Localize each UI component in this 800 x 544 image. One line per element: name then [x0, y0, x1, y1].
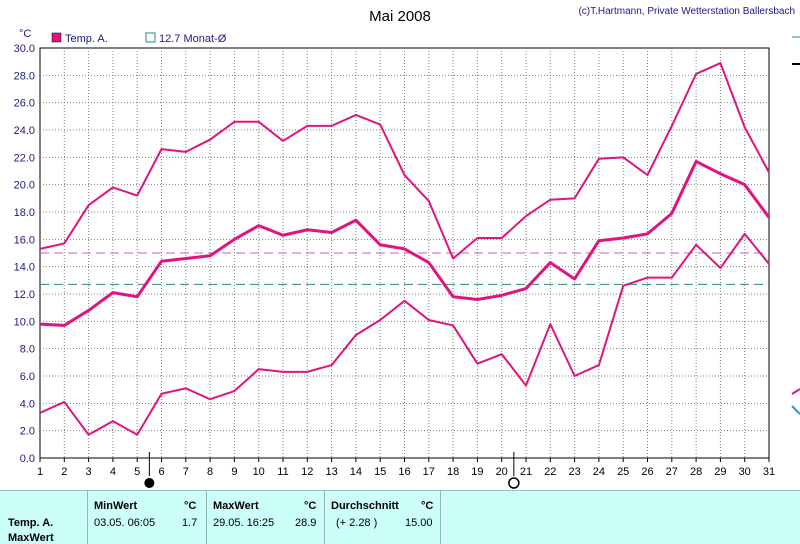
y-tick-label: 0.0: [20, 453, 35, 465]
separator: [324, 491, 325, 544]
x-tick-label: 19: [471, 466, 483, 478]
y-tick-label: 22.0: [14, 152, 35, 164]
y-tick-label: 6.0: [20, 371, 35, 383]
y-tick-label: 18.0: [14, 207, 35, 219]
min-unit: °C: [184, 500, 197, 512]
x-tick-label: 9: [231, 466, 237, 478]
temperature-chart: Mai 2008 (c)T.Hartmann, Private Wetterst…: [14, 6, 800, 489]
legend-avg-swatch: [145, 32, 156, 43]
x-tick-label: 31: [763, 466, 775, 478]
x-tick-label: 18: [447, 466, 459, 478]
y-tick-label: 4.0: [20, 398, 35, 410]
x-tick-label: 3: [86, 466, 92, 478]
y-tick-label: 14.0: [14, 262, 35, 274]
series-lines: [39, 62, 771, 436]
full-moon-icon: [144, 478, 155, 488]
x-tick-label: 4: [110, 466, 116, 478]
new-moon-icon: [508, 477, 520, 489]
right-edge-tick-3: [791, 388, 800, 395]
y-tick-label: 10.0: [14, 316, 35, 328]
x-tick-label: 26: [641, 466, 653, 478]
x-tick-label: 17: [423, 466, 435, 478]
avg-header: Durchschnitt: [331, 500, 399, 512]
right-edge-tick-4: [791, 405, 800, 415]
row-label-max: MaxWert: [8, 532, 54, 544]
row-label-temp: Temp. A.: [8, 517, 54, 529]
y-unit-label: °C: [19, 28, 31, 40]
x-tick-label: 2: [61, 466, 67, 478]
y-tick-label: 28.0: [14, 70, 35, 82]
x-tick-label: 21: [520, 466, 532, 478]
avg-value: 15.00: [405, 517, 433, 529]
y-tick-label: 24.0: [14, 125, 35, 137]
moon-markers: [144, 452, 520, 489]
min-datetime: 03.05. 06:05: [94, 517, 156, 529]
y-tick-label: 26.0: [14, 98, 35, 110]
x-tick-label: 6: [158, 466, 164, 478]
x-tick-label: 10: [253, 466, 265, 478]
y-tick-label: 20.0: [14, 180, 35, 192]
info-panel: Temp. A. MaxWert MinWert °C 03.05. 06:05…: [0, 490, 800, 544]
x-tick-label: 22: [544, 466, 556, 478]
reference-lines: [40, 252, 769, 285]
y-tick-label: 30.0: [14, 43, 35, 55]
max-datetime: 29.05. 16:25: [213, 517, 275, 529]
x-tick-label: 24: [593, 466, 605, 478]
x-tick-label: 23: [568, 466, 580, 478]
axes: 0.0 2.0 4.0 6.0 8.0 10.0 12.0 14.0 16.0 18.0 20.0 2…: [14, 43, 776, 478]
series-line-mean: [39, 159, 771, 327]
max-unit: °C: [304, 500, 317, 512]
y-tick-label: 8.0: [20, 344, 35, 356]
x-tick-label: 1: [37, 466, 43, 478]
series-line-min: [39, 232, 770, 436]
avg-delta: (+ 2.28 ): [336, 517, 378, 529]
separator: [87, 491, 88, 544]
min-header: MinWert: [94, 500, 138, 512]
series-line-max: [39, 62, 770, 260]
x-tick-label: 14: [350, 466, 362, 478]
x-tick-label: 20: [496, 466, 508, 478]
legend-temp-swatch: [51, 32, 62, 43]
avg-unit: °C: [421, 500, 434, 512]
separator: [440, 491, 441, 544]
y-tick-label: 12.0: [14, 289, 35, 301]
x-tick-label: 28: [690, 466, 702, 478]
legend-temp-label: Temp. A.: [65, 33, 108, 45]
x-tick-label: 8: [207, 466, 213, 478]
credit-text: (c)T.Hartmann, Private Wetterstation Bal…: [578, 6, 795, 17]
min-value: 1.7: [182, 517, 198, 529]
y-tick-label: 2.0: [20, 426, 35, 438]
x-tick-label: 12: [301, 466, 313, 478]
max-value: 28.9: [295, 517, 317, 529]
x-tick-label: 27: [666, 466, 678, 478]
x-tick-label: 15: [374, 466, 386, 478]
x-tick-label: 13: [325, 466, 337, 478]
chart-title: Mai 2008: [369, 8, 431, 25]
x-tick-label: 5: [134, 466, 140, 478]
x-tick-label: 11: [277, 466, 288, 478]
x-tick-label: 29: [714, 466, 726, 478]
max-header: MaxWert: [213, 500, 259, 512]
x-tick-label: 16: [398, 466, 410, 478]
separator: [206, 491, 207, 544]
x-tick-label: 7: [183, 466, 189, 478]
legend-avg-label: 12.7 Monat-Ø: [159, 33, 227, 45]
x-tick-label: 30: [739, 466, 751, 478]
y-tick-label: 16.0: [14, 234, 35, 246]
x-tick-label: 25: [617, 466, 629, 478]
